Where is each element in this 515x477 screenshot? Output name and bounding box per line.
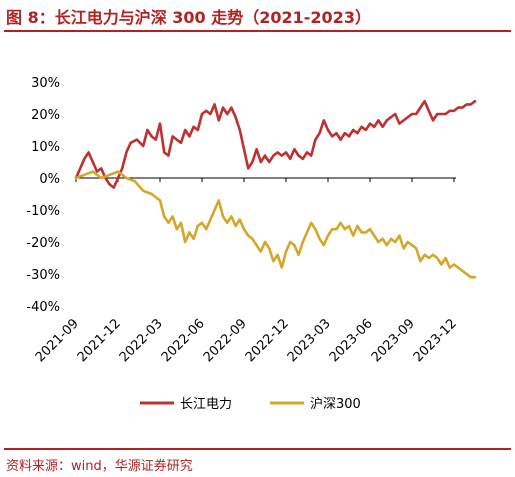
axes: 30% 20% 10% 0% -10% -20% -30% -40%2021-092021-1… (26, 76, 459, 365)
legend-label: 沪深300 (310, 396, 361, 412)
x-tick-label: 2022-12 (243, 316, 292, 365)
x-tick-label: 2023-03 (285, 316, 334, 365)
y-tick-label: 20% (31, 108, 60, 123)
y-tick-label: -30% (26, 268, 60, 283)
y-tick-label: -40% (26, 300, 60, 315)
x-tick-label: 2022-06 (159, 316, 208, 365)
x-tick-label: 2023-06 (327, 316, 376, 365)
title-rule (4, 30, 511, 32)
x-tick-label: 2023-09 (369, 316, 418, 365)
x-tick-label: 2023-12 (411, 316, 460, 365)
x-tick-label: 2021-09 (33, 316, 82, 365)
series-lines (74, 99, 477, 279)
x-tick-label: 2022-03 (117, 316, 166, 365)
y-tick-label: 10% (31, 140, 60, 155)
footer-rule (4, 448, 511, 450)
y-tick-label: -10% (26, 204, 60, 219)
y-tick-label: 30% (31, 76, 60, 91)
series-line-hs300 (74, 170, 477, 279)
legend: 长江电力 沪深300 (140, 396, 361, 412)
x-tick-label: 2021-12 (75, 316, 124, 365)
chart-title: 图 8：长江电力与沪深 300 走势（2021-2023） (6, 8, 371, 27)
series-line-changjiang (74, 99, 477, 189)
x-tick-label: 2022-09 (201, 316, 250, 365)
legend-label: 长江电力 (180, 397, 232, 412)
y-tick-label: -20% (26, 236, 60, 251)
source-note: 资料来源：wind，华源证券研究 (6, 459, 193, 474)
y-tick-label: 0% (39, 172, 60, 187)
